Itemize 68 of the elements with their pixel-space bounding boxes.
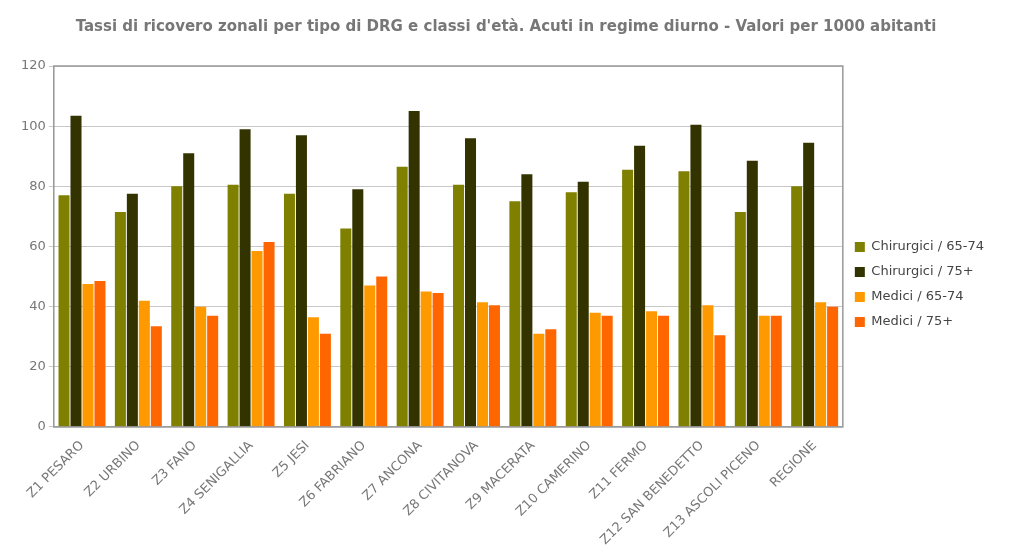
- chart-title: Tassi di ricovero zonali per tipo di DRG e classi d'età. Acuti in regime diurno - Valori per 1000 abitanti: [75, 16, 937, 35]
- bar: [690, 124, 702, 427]
- bar: [758, 315, 770, 427]
- bar: [815, 302, 827, 427]
- bar: [150, 326, 162, 427]
- bar: [376, 276, 388, 427]
- y-tick-label: 60: [29, 237, 46, 253]
- bar: [207, 315, 219, 427]
- y-tick-label: 100: [20, 117, 46, 133]
- bar: [295, 135, 307, 427]
- bar: [488, 305, 500, 427]
- bar: [509, 201, 521, 427]
- bar: [476, 302, 488, 427]
- bar: [770, 315, 782, 427]
- bar: [239, 129, 251, 427]
- bar: [195, 306, 207, 427]
- bar: [319, 333, 331, 427]
- y-tick-label: 80: [29, 177, 46, 193]
- bar: [589, 312, 601, 427]
- bar: [82, 284, 94, 427]
- bar: [58, 195, 70, 427]
- y-tick-label: 120: [20, 57, 46, 73]
- legend-label: Medici / 65-74: [871, 288, 964, 304]
- legend-label: Medici / 75+: [871, 313, 954, 329]
- bar: [251, 251, 263, 427]
- bar: [791, 186, 803, 427]
- bar: [352, 189, 364, 427]
- bar: [171, 186, 183, 427]
- bar: [658, 315, 670, 427]
- bar: [545, 329, 557, 427]
- bar: [183, 153, 195, 427]
- y-tick-label: 0: [37, 418, 46, 434]
- bar: [364, 285, 376, 427]
- bar: [114, 211, 126, 427]
- bar: [465, 138, 477, 427]
- bar: [307, 317, 319, 427]
- bar: [396, 166, 408, 427]
- bar: [746, 160, 758, 427]
- bar: [227, 184, 239, 427]
- bar: [702, 305, 714, 427]
- bar: [70, 115, 82, 427]
- bar: [138, 300, 150, 427]
- bar: [601, 315, 613, 427]
- bar: [521, 174, 533, 427]
- bar: [340, 228, 352, 427]
- y-tick-label: 40: [29, 298, 46, 314]
- bar: [646, 311, 658, 427]
- legend-label: Chirurgici / 75+: [871, 263, 974, 279]
- bar: [803, 142, 815, 427]
- legend-label: Chirurgici / 65-74: [871, 238, 984, 254]
- bar: [734, 211, 746, 427]
- bar: [714, 335, 726, 427]
- bar: [408, 111, 420, 427]
- bar: [420, 291, 432, 427]
- bar: [827, 306, 839, 427]
- bar: [283, 193, 295, 427]
- bar: [634, 145, 646, 427]
- y-tick-label: 20: [29, 358, 46, 374]
- bar: [453, 184, 465, 427]
- bar: [263, 241, 275, 427]
- bar: [622, 169, 634, 427]
- bar: [565, 192, 577, 427]
- bar: [678, 171, 690, 427]
- bar: [94, 281, 106, 427]
- bar: [432, 293, 444, 427]
- bar: [533, 333, 545, 427]
- bar: [577, 181, 589, 427]
- bar: [126, 193, 138, 427]
